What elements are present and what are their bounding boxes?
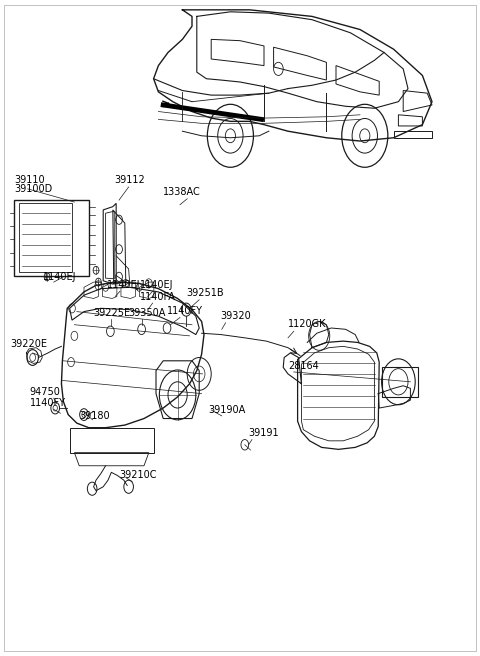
Text: 1140EJ: 1140EJ xyxy=(43,272,77,282)
Text: 1140FY: 1140FY xyxy=(30,398,66,408)
Text: 1338AC: 1338AC xyxy=(163,187,201,197)
Text: 1120GK: 1120GK xyxy=(288,319,326,329)
Text: 1140EJ: 1140EJ xyxy=(107,280,140,290)
Text: 28164: 28164 xyxy=(288,361,319,371)
Text: 39112: 39112 xyxy=(114,175,145,185)
Text: 39100D: 39100D xyxy=(14,184,53,194)
Circle shape xyxy=(87,482,97,495)
Text: 39191: 39191 xyxy=(249,428,279,438)
Text: 94750: 94750 xyxy=(30,387,60,397)
Circle shape xyxy=(207,104,253,167)
Text: 39225E: 39225E xyxy=(94,308,131,318)
Text: 1140EJ: 1140EJ xyxy=(140,280,174,290)
Text: 39220E: 39220E xyxy=(11,339,48,349)
Circle shape xyxy=(342,104,388,167)
Text: 39190A: 39190A xyxy=(209,405,246,415)
Text: 1140FY: 1140FY xyxy=(167,306,203,316)
Text: 39180: 39180 xyxy=(79,411,110,421)
Text: 39210C: 39210C xyxy=(119,470,156,480)
Text: 39110: 39110 xyxy=(14,175,45,185)
Text: 1140FA: 1140FA xyxy=(140,292,176,302)
Text: 39251B: 39251B xyxy=(186,289,224,298)
Text: 39350A: 39350A xyxy=(129,308,166,318)
Circle shape xyxy=(124,480,133,493)
Text: 39320: 39320 xyxy=(220,312,251,321)
